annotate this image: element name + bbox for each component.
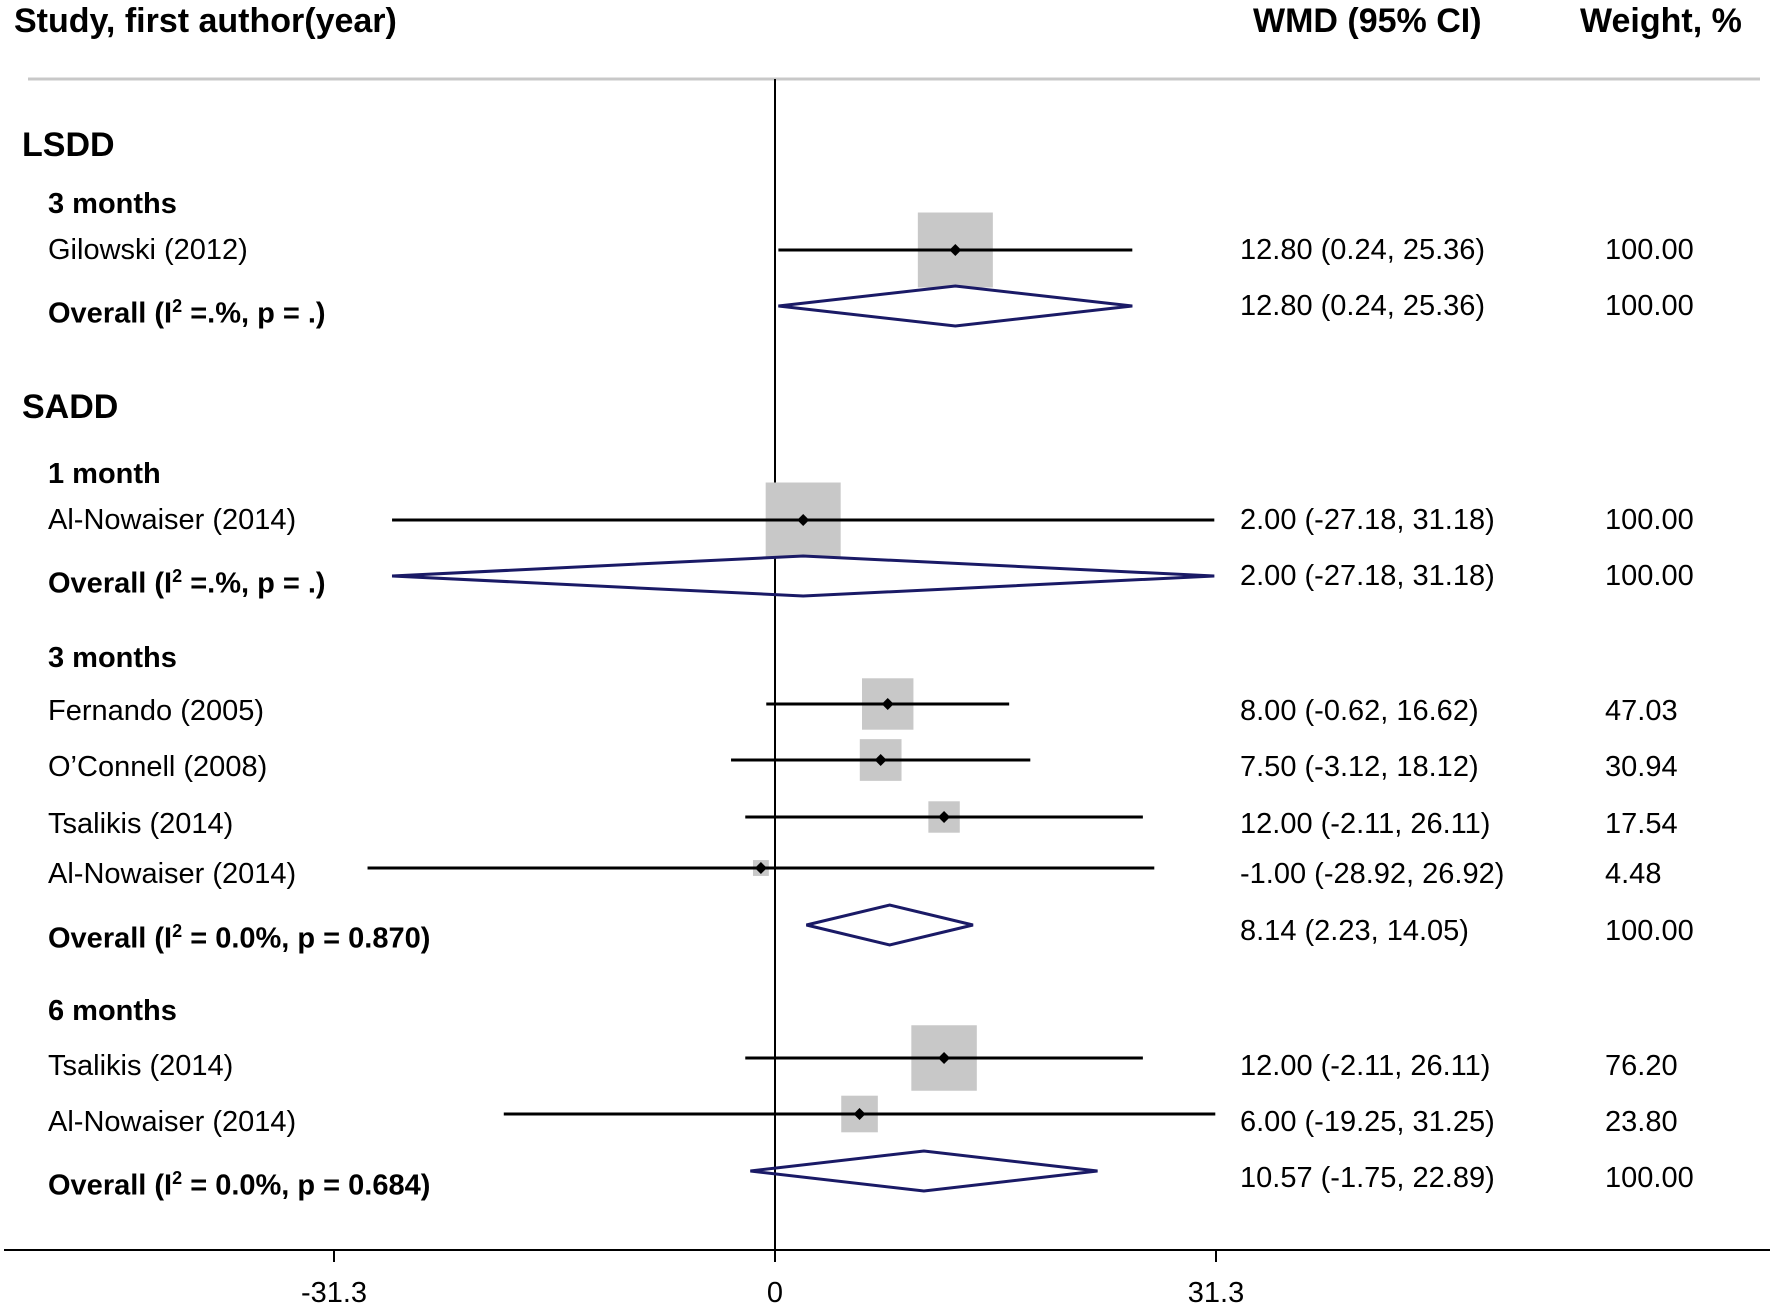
- study-ci-text: 8.00 (-0.62, 16.62): [1240, 695, 1479, 727]
- study-point: [853, 1108, 866, 1120]
- study-weight: 76.20: [1605, 1050, 1678, 1082]
- study-weight: 100.00: [1605, 234, 1694, 266]
- x-tick-label: 0: [766, 1277, 784, 1309]
- overall-weight: 100.00: [1605, 290, 1694, 322]
- study-ci-text: 2.00 (-27.18, 31.18): [1240, 504, 1495, 536]
- study-ci-text: 7.50 (-3.12, 18.12): [1240, 751, 1479, 783]
- overall-ci-text: 8.14 (2.23, 14.05): [1240, 915, 1469, 947]
- study-ci-text: 6.00 (-19.25, 31.25): [1240, 1106, 1495, 1138]
- study-label: Fernando (2005): [48, 695, 265, 727]
- subgroup-label: 6 months: [48, 995, 177, 1027]
- study-label: O’Connell (2008): [48, 751, 268, 783]
- overall-weight: 100.00: [1605, 1162, 1694, 1194]
- header-study: Study, first author(year): [14, 2, 397, 40]
- study-label: Tsalikis (2014): [48, 1050, 234, 1082]
- overall-label: Overall (I2 = 0.0%, p = 0.870): [48, 914, 430, 956]
- overall-label-superscript: 2: [172, 1168, 183, 1188]
- overall-label: Overall (I2 =.%, p = .): [48, 559, 326, 601]
- study-weight: 30.94: [1605, 751, 1678, 783]
- overall-diamond: [806, 903, 974, 947]
- study-ci-text: -1.00 (-28.92, 26.92): [1240, 858, 1505, 890]
- overall-label-suffix: =.%, p = .): [182, 567, 326, 600]
- overall-label-suffix: = 0.0%, p = 0.684): [182, 1169, 431, 1202]
- overall-label: Overall (I2 =.%, p = .): [48, 289, 326, 331]
- overall-label-prefix: Overall (I: [48, 567, 173, 600]
- study-point: [938, 1052, 951, 1064]
- header-wmd: WMD (95% CI): [1253, 2, 1482, 40]
- study-weight: 100.00: [1605, 504, 1694, 536]
- overall-ci-text: 10.57 (-1.75, 22.89): [1240, 1162, 1495, 1194]
- overall-label-superscript: 2: [172, 921, 183, 941]
- study-point: [874, 754, 887, 766]
- study-label: Al-Nowaiser (2014): [48, 858, 297, 890]
- study-ci-text: 12.00 (-2.11, 26.11): [1240, 808, 1491, 840]
- group-label: SADD: [22, 388, 119, 426]
- overall-label-prefix: Overall (I: [48, 1169, 173, 1202]
- overall-label-suffix: =.%, p = .): [182, 297, 326, 330]
- study-point: [754, 862, 767, 874]
- overall-weight: 100.00: [1605, 915, 1694, 947]
- subgroup-label: 3 months: [48, 188, 177, 220]
- study-ci-text: 12.00 (-2.11, 26.11): [1240, 1050, 1491, 1082]
- overall-label-prefix: Overall (I: [48, 297, 173, 330]
- study-weight: 47.03: [1605, 695, 1678, 727]
- study-point: [938, 811, 951, 823]
- x-tick-label: 31.3: [1187, 1277, 1245, 1309]
- header-weight: Weight, %: [1580, 2, 1742, 40]
- group-label: LSDD: [22, 126, 115, 164]
- overall-label-superscript: 2: [172, 566, 183, 586]
- study-label: Al-Nowaiser (2014): [48, 504, 297, 536]
- study-weight: 23.80: [1605, 1106, 1678, 1138]
- overall-diamond: [750, 1149, 1098, 1193]
- overall-diamond: [778, 284, 1133, 328]
- study-point: [881, 698, 894, 710]
- study-point: [797, 514, 810, 526]
- overall-weight: 100.00: [1605, 560, 1694, 592]
- subgroup-label: 1 month: [48, 458, 161, 490]
- overall-ci-text: 2.00 (-27.18, 31.18): [1240, 560, 1495, 592]
- subgroup-label: 3 months: [48, 642, 177, 674]
- study-label: Al-Nowaiser (2014): [48, 1106, 297, 1138]
- study-point: [949, 244, 962, 256]
- overall-ci-text: 12.80 (0.24, 25.36): [1240, 290, 1486, 322]
- study-label: Gilowski (2012): [48, 234, 248, 266]
- x-tick-label: -31.3: [300, 1277, 368, 1309]
- study-label: Tsalikis (2014): [48, 808, 234, 840]
- study-weight: 4.48: [1605, 858, 1662, 890]
- overall-label-suffix: = 0.0%, p = 0.870): [182, 922, 431, 955]
- overall-label-prefix: Overall (I: [48, 922, 173, 955]
- study-ci-text: 12.80 (0.24, 25.36): [1240, 234, 1486, 266]
- overall-label-superscript: 2: [172, 296, 183, 316]
- study-weight: 17.54: [1605, 808, 1678, 840]
- overall-label: Overall (I2 = 0.0%, p = 0.684): [48, 1161, 430, 1203]
- overall-diamond: [391, 554, 1215, 598]
